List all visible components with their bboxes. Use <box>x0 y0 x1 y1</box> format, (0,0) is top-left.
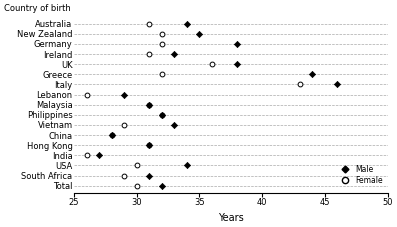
Point <box>171 123 177 127</box>
Point <box>334 83 341 86</box>
Point <box>159 113 165 117</box>
Point <box>96 153 102 157</box>
Point <box>146 143 152 147</box>
Point <box>121 123 127 127</box>
Point <box>159 42 165 46</box>
Point <box>184 164 190 167</box>
Point <box>133 184 140 188</box>
Point <box>159 184 165 188</box>
X-axis label: Years: Years <box>218 213 244 223</box>
Point <box>146 103 152 106</box>
Point <box>297 83 303 86</box>
Point <box>133 164 140 167</box>
Legend: Male, Female: Male, Female <box>337 164 384 185</box>
Point <box>83 153 90 157</box>
Point <box>159 32 165 36</box>
Point <box>121 174 127 177</box>
Point <box>159 72 165 76</box>
Point <box>108 133 115 137</box>
Point <box>209 62 215 66</box>
Point <box>171 52 177 56</box>
Point <box>146 22 152 26</box>
Point <box>146 174 152 177</box>
Point <box>121 93 127 96</box>
Point <box>146 143 152 147</box>
Point <box>146 52 152 56</box>
Point <box>184 22 190 26</box>
Point <box>108 133 115 137</box>
Text: Country of birth: Country of birth <box>4 4 71 13</box>
Point <box>146 103 152 106</box>
Point <box>159 113 165 117</box>
Point <box>196 32 202 36</box>
Point <box>309 72 316 76</box>
Point <box>234 42 240 46</box>
Point <box>83 93 90 96</box>
Point <box>234 62 240 66</box>
